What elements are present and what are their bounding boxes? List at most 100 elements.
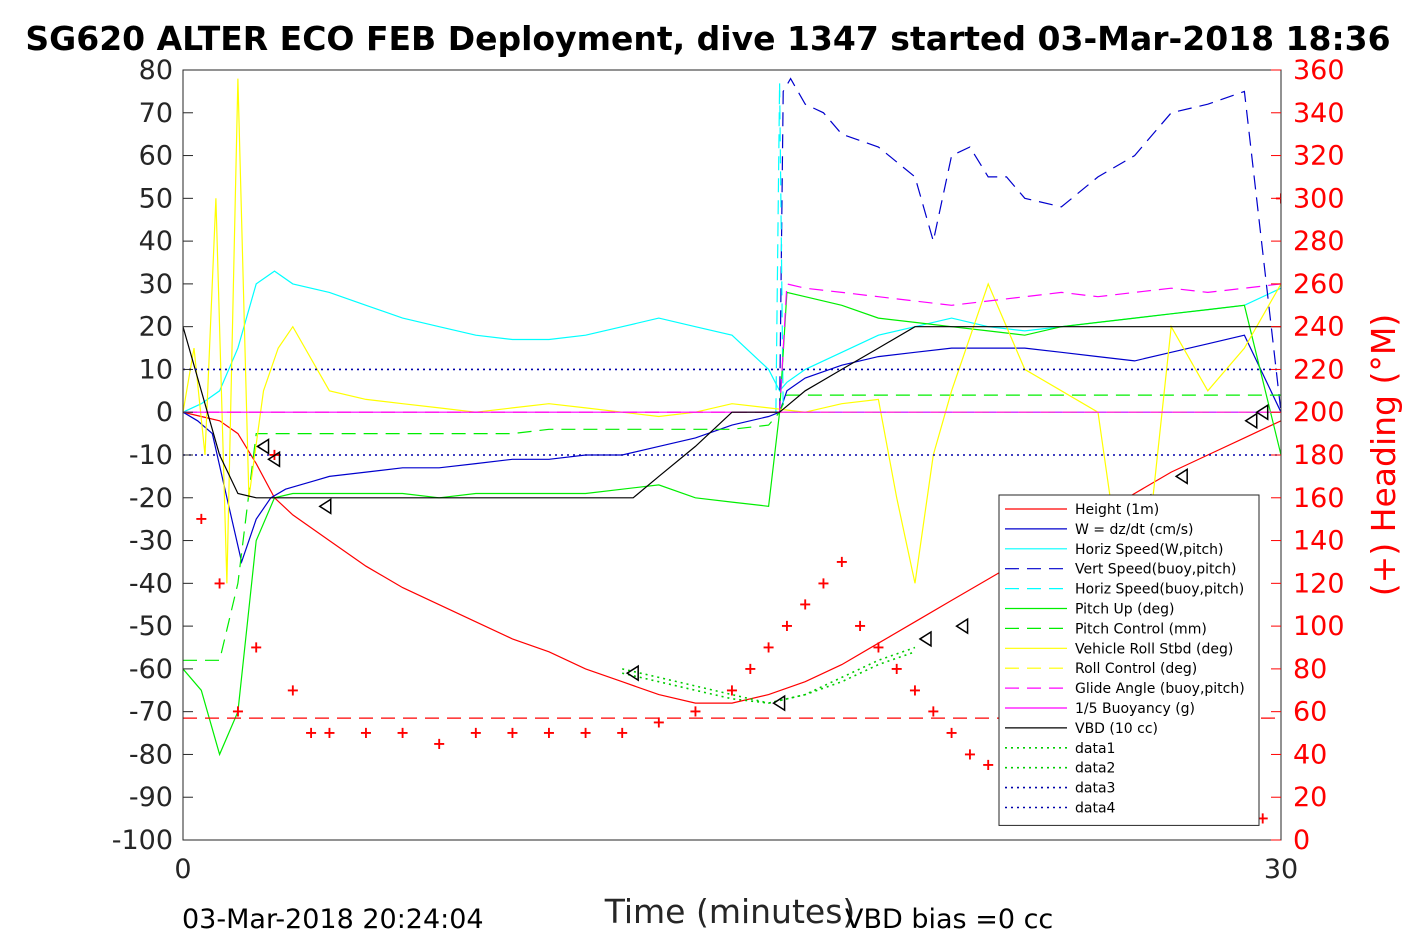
right-tick-label: 0 (1293, 825, 1310, 856)
dive-marker (625, 664, 639, 682)
left-tick-label: 70 (139, 98, 173, 129)
right-tick-label: 300 (1293, 183, 1345, 214)
right-tick-label: 280 (1293, 226, 1345, 257)
left-tick-label: 50 (139, 183, 173, 214)
heading-point: + (469, 723, 482, 742)
heading-point: + (231, 702, 244, 721)
dive-marker (318, 497, 332, 515)
right-tick-label: 40 (1293, 739, 1327, 770)
left-tick-label: -10 (129, 440, 173, 471)
legend-entry-label: Height (1m) (1075, 502, 1159, 518)
series-line-pitch_up (183, 291, 1281, 757)
heading-point: + (890, 659, 903, 678)
heading-point: + (927, 702, 940, 721)
legend-entry-label: data4 (1075, 801, 1116, 817)
heading-point: + (744, 659, 757, 678)
left-tick-label: 20 (139, 312, 173, 343)
legend-entry-label: VBD (10 cc) (1075, 721, 1158, 737)
heading-point: + (359, 723, 372, 742)
heading-point: + (506, 723, 519, 742)
footer-vbd-bias: VBD bias =0 cc (845, 904, 1053, 935)
legend-entry-label: Glide Angle (buoy,pitch) (1075, 681, 1245, 697)
right-tick-label: 180 (1293, 440, 1345, 471)
series-line-w (183, 334, 1281, 565)
heading-point: + (780, 616, 793, 635)
series-line-data_green (622, 651, 916, 704)
heading-point: + (762, 638, 775, 657)
heading-point: + (652, 712, 665, 731)
right-tick-label: 60 (1293, 697, 1327, 728)
legend-entry-label: Pitch Up (deg) (1075, 602, 1174, 618)
series-line-vbd (183, 326, 1281, 499)
heading-point: + (249, 638, 262, 657)
heading-point: + (268, 445, 281, 464)
heading-point: + (835, 552, 848, 571)
x-tick-label: 0 (174, 854, 191, 885)
right-tick-label: 200 (1293, 397, 1345, 428)
heading-point: + (396, 723, 409, 742)
series-line-data_green (622, 646, 916, 704)
legend-entry-label: data3 (1075, 781, 1115, 797)
heading-point: + (542, 723, 555, 742)
left-tick-label: -90 (129, 782, 173, 813)
legend-entry-label: Pitch Control (mm) (1075, 621, 1207, 637)
axes: 80706050403020100-10-20-30-40-50-60-70-8… (112, 55, 1345, 885)
legend-entry-label: Horiz Speed(buoy,pitch) (1075, 582, 1244, 598)
right-tick-label: 100 (1293, 611, 1345, 642)
heading-point: + (798, 595, 811, 614)
left-tick-label: -70 (129, 697, 173, 728)
dive-marker (1255, 403, 1269, 421)
heading-point: + (323, 723, 336, 742)
x-axis-label: Time (minutes) (604, 892, 856, 931)
series-line-pitch_control (183, 394, 1281, 661)
legend-entry-label: 1/5 Buoyancy (g) (1075, 701, 1195, 717)
left-tick-label: 10 (139, 354, 173, 385)
heading-point: + (432, 734, 445, 753)
left-tick-label: -80 (129, 739, 173, 770)
legend-box (998, 494, 1260, 826)
legend-entry-label: W = dz/dt (cm/s) (1075, 522, 1194, 538)
heading-point: + (817, 573, 830, 592)
dive-marker (918, 630, 932, 648)
heading-point: + (963, 744, 976, 763)
heading-point: + (286, 680, 299, 699)
legend-entry-label: Vehicle Roll Stbd (deg) (1075, 641, 1233, 657)
heading-point: + (579, 723, 592, 742)
left-tick-label: 60 (139, 141, 173, 172)
footer-date: 03-Mar-2018 20:24:04 (182, 904, 484, 935)
legend-entry-label: data1 (1075, 741, 1115, 757)
heading-point: + (908, 680, 921, 699)
heading-point: + (981, 755, 994, 774)
right-tick-label: 340 (1293, 98, 1345, 129)
series-line-vert_speed_buoy (779, 77, 1281, 413)
heading-point: + (615, 723, 628, 742)
heading-point: + (945, 723, 958, 742)
chart-title: SG620 ALTER ECO FEB Deployment, dive 134… (25, 19, 1390, 58)
right-tick-label: 220 (1293, 354, 1345, 385)
right-tick-label: 160 (1293, 483, 1345, 514)
x-tick-label: 30 (1264, 854, 1298, 885)
heading-point: + (213, 573, 226, 592)
left-tick-label: -60 (129, 654, 173, 685)
heading-point: + (725, 680, 738, 699)
dive-marker (955, 617, 969, 635)
legend-entry-label: Horiz Speed(W,pitch) (1075, 542, 1223, 558)
heading-point: + (853, 616, 866, 635)
left-tick-label: -30 (129, 526, 173, 557)
left-tick-label: -100 (112, 825, 173, 856)
dive-marker (267, 450, 281, 468)
dive-marker (256, 438, 270, 455)
right-tick-label: 80 (1293, 654, 1327, 685)
left-tick-label: 80 (139, 55, 173, 86)
left-tick-label: -20 (129, 483, 173, 514)
left-tick-label: -40 (129, 568, 173, 599)
left-tick-label: -50 (129, 611, 173, 642)
legend-entry-label: Roll Control (deg) (1075, 661, 1197, 677)
left-tick-label: 40 (139, 226, 173, 257)
dive-marker (772, 694, 786, 712)
right-tick-label: 140 (1293, 526, 1345, 557)
right-tick-label: 360 (1293, 55, 1345, 86)
right-tick-label: 20 (1293, 782, 1327, 813)
right-tick-label: 260 (1293, 269, 1345, 300)
